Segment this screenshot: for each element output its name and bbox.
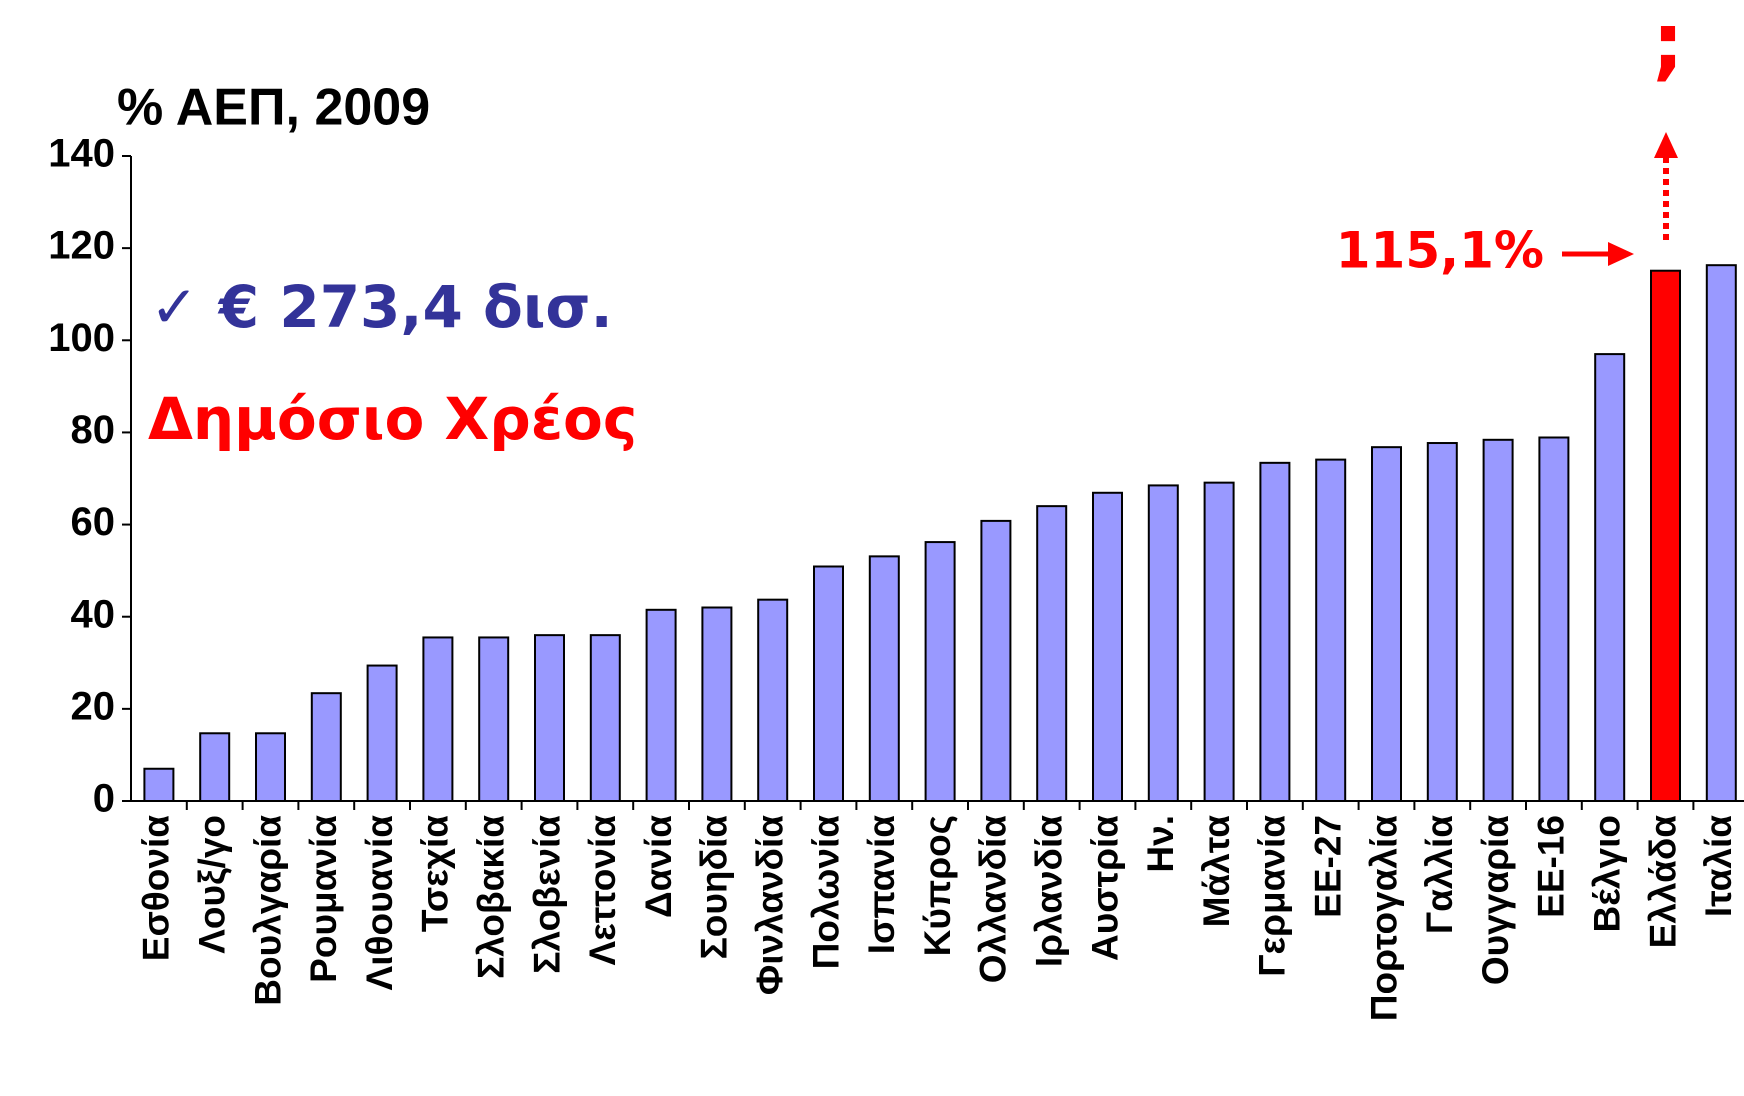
x-tick-label: Βέλγιο: [1586, 815, 1627, 932]
x-tick-label: Πορτογαλία: [1363, 815, 1404, 1021]
chart-title: % ΑΕΠ, 2009: [117, 79, 430, 137]
bar: [1482, 438, 1514, 802]
x-tick-label: Λεττονία: [582, 815, 623, 966]
annotation: ;: [1652, 0, 1684, 89]
x-tick-label: Γαλλία: [1419, 815, 1460, 934]
x-tick-label: Φινλανδία: [749, 815, 790, 995]
x-tick-label: Ρουμανία: [303, 815, 344, 983]
x-tick-label: Ολλανδία: [973, 815, 1014, 984]
bar: [924, 541, 956, 802]
bar: [645, 608, 677, 803]
x-tick-label: Δανία: [638, 815, 679, 918]
bar: [255, 732, 286, 803]
bar: [1705, 264, 1737, 803]
bar: [366, 664, 398, 802]
bar: [1538, 436, 1570, 802]
y-tick-label: 20: [71, 684, 116, 728]
x-tick-label: Ιταλία: [1698, 815, 1739, 917]
bar: [1092, 491, 1123, 802]
bar: [1594, 353, 1626, 802]
bar: [868, 555, 900, 802]
x-tick-label: Βουλγαρία: [247, 815, 288, 1006]
x-tick-label: Ην.: [1140, 815, 1181, 873]
bar: [980, 519, 1012, 803]
bar: [143, 767, 175, 802]
x-tick-label: Ελλάδα: [1642, 815, 1683, 949]
x-tick-label: Τσεχία: [415, 815, 456, 932]
arrow-head: [1654, 132, 1678, 158]
x-tick-label: Πολωνία: [805, 815, 846, 970]
x-tick-label: Εσθονία: [136, 815, 177, 961]
y-tick-label: 40: [71, 592, 116, 636]
bar: [422, 636, 454, 802]
bar: [478, 636, 510, 802]
x-tick-label: Σουηδία: [694, 815, 735, 960]
x-tick-label: Σλοβενία: [526, 815, 567, 974]
annotation: Δημόσιο Χρέος: [148, 385, 637, 453]
annotation: ✓ € 273,4 δισ.: [150, 273, 613, 341]
bar: [757, 598, 789, 802]
x-tick-label: Ισπανία: [861, 815, 902, 954]
bar: [701, 606, 733, 802]
x-tick-label: Σλοβακία: [470, 815, 511, 979]
bar: [813, 565, 844, 802]
x-tick-label: Λουξ/γο: [191, 815, 232, 954]
bar: [589, 634, 621, 803]
x-tick-label: Λιθουανία: [359, 815, 400, 991]
x-tick-label: Ουγγαρία: [1475, 815, 1516, 985]
x-tick-label: Κύπρος: [917, 815, 958, 956]
x-tick-label: ΕΕ-16: [1531, 815, 1572, 918]
y-tick-label: 0: [93, 777, 115, 821]
x-tick-label: Ιρλανδία: [1028, 815, 1069, 967]
x-tick-label: Μάλτα: [1196, 815, 1237, 928]
bar: [1259, 461, 1291, 802]
y-tick-label: 60: [71, 500, 116, 544]
bar: [1426, 442, 1458, 802]
y-tick-label: 80: [71, 408, 116, 452]
bar: [1650, 269, 1681, 803]
bar: [310, 692, 342, 803]
x-tick-label: Αυστρία: [1084, 815, 1125, 961]
bar: [1315, 458, 1347, 802]
y-tick-label: 120: [48, 224, 115, 268]
bar: [1203, 481, 1235, 802]
bar: [1371, 446, 1402, 802]
y-tick-label: 140: [48, 132, 115, 176]
bar: [534, 634, 565, 803]
bar: [1147, 484, 1179, 802]
bar: [1036, 505, 1068, 802]
arrow-head: [1608, 242, 1634, 266]
x-tick-label: Γερμανία: [1252, 815, 1293, 977]
annotation: 115,1%: [1336, 222, 1544, 280]
x-tick-label: ΕΕ-27: [1307, 815, 1348, 918]
y-tick-label: 100: [48, 316, 115, 360]
bar: [199, 732, 231, 803]
